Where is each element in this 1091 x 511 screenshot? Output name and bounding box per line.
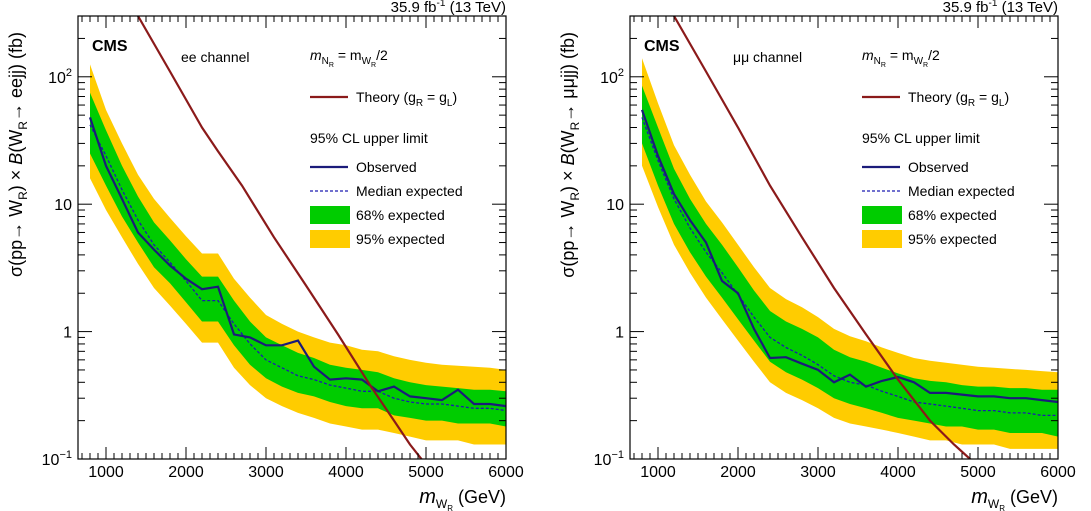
cms-label: CMS [92, 38, 128, 55]
legend: Theory (gR = gL) 95% CL upper limit Observ… [862, 89, 1015, 248]
legend-95-swatch [862, 230, 902, 248]
theory-line [673, 16, 972, 459]
band-68-expected [90, 92, 506, 427]
band-68-expected [642, 85, 1058, 437]
chart-panel-mumu: 1000 2000 3000 4000 5000 6000 10−1 1 10 102 35.9 f… [558, 0, 1076, 511]
channel-label: μμ channel [733, 49, 802, 65]
x-tick-label: 3000 [248, 464, 284, 481]
legend-95-label: 95% expected [908, 231, 997, 247]
x-axis-label: mWR (GeV) [419, 486, 506, 511]
x-tick-label: 2000 [168, 464, 204, 481]
legend-68-swatch [862, 206, 902, 224]
plot-area [88, 16, 506, 459]
legend-95-swatch [310, 230, 350, 248]
x-tick-label: 1000 [88, 464, 124, 481]
x-tick-label: 4000 [328, 464, 364, 481]
cms-label: CMS [644, 38, 680, 55]
x-tick-label: 6000 [1040, 464, 1076, 481]
plot-area [640, 16, 1058, 459]
legend-expected-label: Median expected [908, 183, 1015, 199]
legend-95-label: 95% expected [356, 231, 445, 247]
x-tick-label: 1000 [640, 464, 676, 481]
x-tick-label: 5000 [960, 464, 996, 481]
luminosity-label: 35.9 fb-1 (13 TeV) [391, 0, 506, 16]
y-axis-label: σ(pp→ WR) × B(WR→ eejj) (fb) [6, 32, 30, 277]
legend-observed-label: Observed [908, 159, 969, 175]
legend-header: 95% CL upper limit [310, 130, 428, 146]
x-tick-label: 5000 [408, 464, 444, 481]
median-expected-line [89, 124, 506, 412]
y-tick-label: 10 [54, 197, 72, 214]
median-expected-line [641, 117, 1058, 417]
legend: Theory (gR = gL) 95% CL upper limit Observ… [310, 89, 463, 248]
y-tick-label: 1 [615, 325, 624, 342]
legend-68-swatch [310, 206, 350, 224]
legend-68-label: 68% expected [908, 207, 997, 223]
mass-relation-label: mNR = mWR/2 [862, 47, 940, 69]
x-tick-label: 6000 [488, 464, 524, 481]
mass-relation-label: mNR = mWR/2 [310, 47, 388, 69]
plot-frame [629, 15, 1059, 460]
luminosity-label: 35.9 fb-1 (13 TeV) [943, 0, 1058, 16]
y-tick-label: 102 [600, 67, 624, 87]
x-tick-label: 2000 [720, 464, 756, 481]
legend-theory-label: Theory (gR = gL) [908, 89, 1009, 109]
x-tick-label: 3000 [800, 464, 836, 481]
channel-label: ee channel [181, 49, 250, 65]
plot-frame [77, 15, 507, 460]
y-tick-label: 1 [63, 325, 72, 342]
y-tick-label: 10−1 [594, 449, 624, 469]
legend-header: 95% CL upper limit [862, 130, 980, 146]
y-tick-label: 10 [606, 197, 624, 214]
y-axis-label: σ(pp→ WR) × B(WR→ μμjj) (fb) [558, 32, 582, 278]
y-tick-label: 102 [48, 67, 72, 87]
legend-68-label: 68% expected [356, 207, 445, 223]
x-tick-label: 4000 [880, 464, 916, 481]
theory-line [137, 16, 423, 459]
observed-line [88, 117, 506, 408]
y-tick-label: 10−1 [42, 449, 72, 469]
legend-expected-label: Median expected [356, 183, 463, 199]
legend-observed-label: Observed [356, 159, 417, 175]
observed-line [640, 109, 1058, 404]
chart-panel-ee: 1000 2000 3000 4000 5000 6000 10−1 1 10 102 35.9 f… [6, 0, 524, 511]
legend-theory-label: Theory (gR = gL) [356, 89, 457, 109]
x-axis-label: mWR (GeV) [971, 486, 1058, 511]
